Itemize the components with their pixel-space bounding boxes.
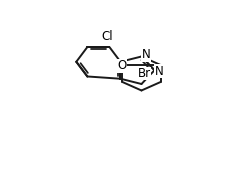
Text: Br: Br (137, 67, 150, 80)
Text: N: N (154, 65, 163, 78)
Text: O: O (117, 59, 127, 72)
Text: N: N (141, 48, 150, 61)
Text: Cl: Cl (101, 30, 112, 43)
